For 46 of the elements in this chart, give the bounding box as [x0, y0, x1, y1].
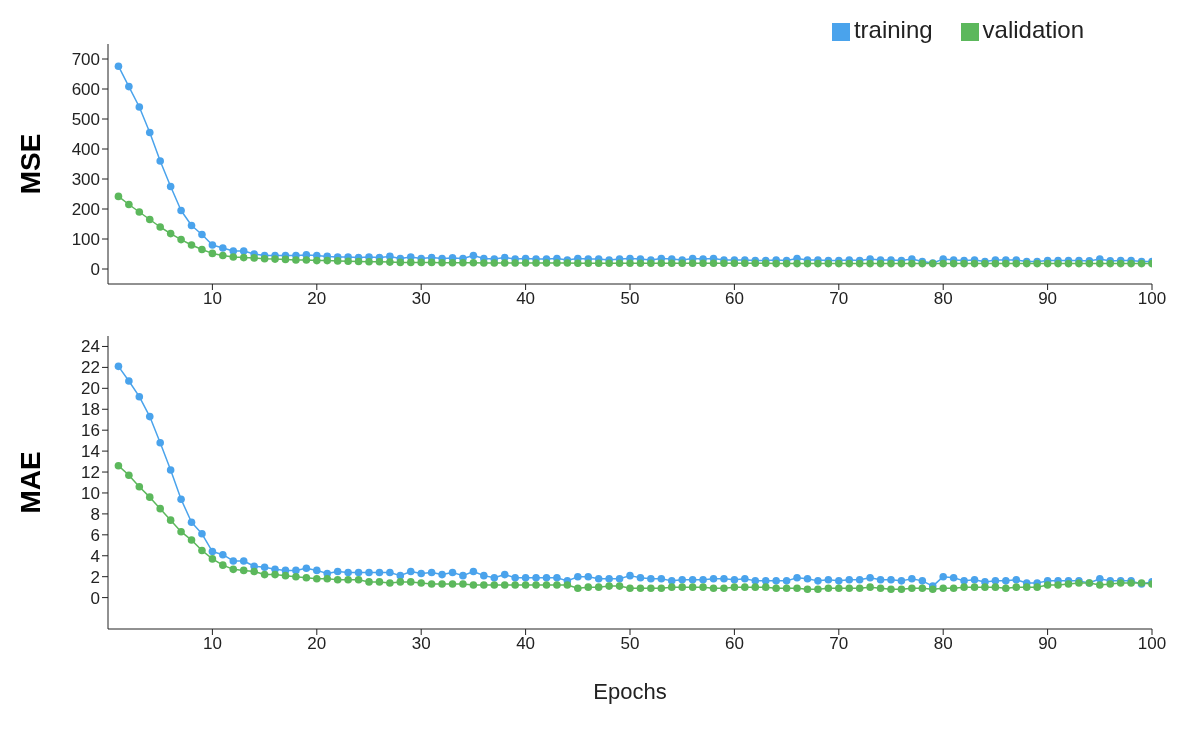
x-tick-label: 20	[307, 289, 327, 309]
x-tick-label: 40	[516, 634, 536, 654]
y-tick-label: 300	[71, 170, 100, 190]
x-tick-label: 60	[724, 634, 744, 654]
x-tick-label: 10	[202, 289, 222, 309]
y-tick-label: 0	[90, 260, 100, 280]
legend-label: validation	[982, 16, 1084, 43]
x-tick-label: 40	[516, 289, 536, 309]
x-tick-label: 90	[1038, 289, 1058, 309]
y-axis-title: MSE	[14, 133, 46, 195]
y-tick-label: 20	[81, 379, 100, 399]
y-tick-label: 22	[81, 358, 100, 378]
x-tick-label: 30	[411, 289, 431, 309]
y-tick-label: 18	[81, 400, 100, 420]
y-tick-label: 500	[71, 110, 100, 130]
y-tick-label: 10	[81, 484, 100, 503]
y-tick-label: 100	[71, 230, 100, 250]
y-tick-label: 600	[71, 80, 100, 100]
x-tick-label: 50	[620, 289, 640, 309]
x-tick-label: 80	[933, 634, 953, 654]
y-tick-label: 2	[90, 567, 100, 587]
y-tick-label: 400	[71, 140, 100, 160]
x-tick-label: 50	[620, 634, 640, 654]
x-tick-label: 90	[1038, 634, 1058, 654]
x-axis-title: Epochs	[593, 678, 667, 704]
y-tick-label: 14	[81, 442, 100, 462]
legend-label: training	[853, 16, 933, 43]
x-tick-label: 30	[411, 634, 431, 654]
y-tick-label: 12	[81, 463, 100, 483]
x-tick-label: 80	[933, 289, 953, 309]
y-tick-label: 0	[90, 588, 100, 608]
y-tick-label: 200	[71, 200, 100, 220]
x-tick-label: 70	[829, 634, 849, 654]
x-tick-label: 20	[307, 634, 327, 654]
y-tick-label: 16	[81, 421, 100, 441]
x-tick-label: 100	[1137, 634, 1167, 654]
y-tick-label: 4	[90, 546, 100, 566]
x-tick-label: 10	[202, 634, 222, 654]
y-tick-label: 8	[90, 504, 100, 524]
x-tick-label: 60	[724, 289, 744, 309]
x-tick-label: 70	[829, 289, 849, 309]
y-tick-label: 24	[81, 337, 100, 357]
x-tick-label: 100	[1137, 289, 1167, 309]
y-tick-label: 700	[71, 50, 100, 70]
y-tick-label: 6	[90, 525, 100, 545]
y-axis-title: MAE	[14, 451, 46, 514]
